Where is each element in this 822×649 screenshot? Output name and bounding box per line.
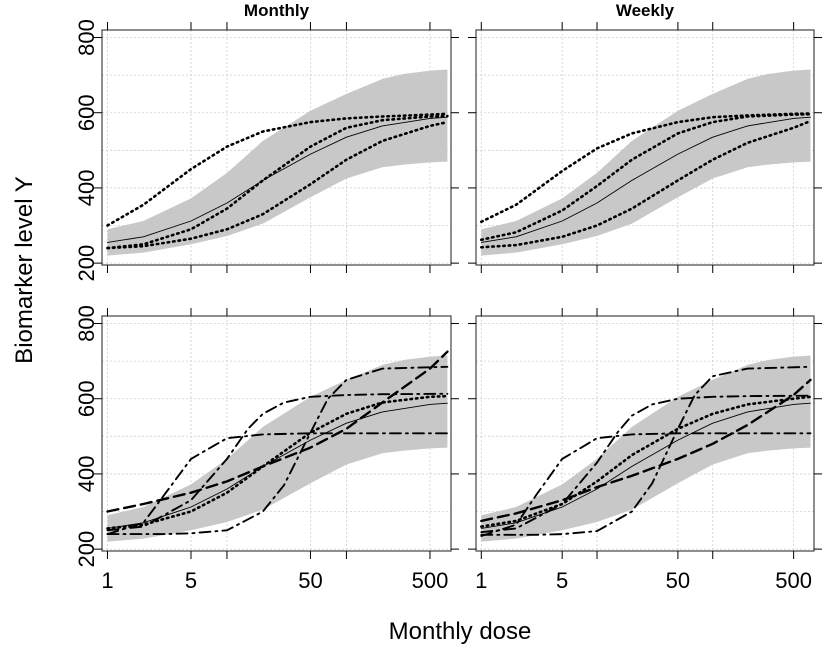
series-line-solid <box>480 402 811 529</box>
series-line-solid <box>107 402 448 529</box>
series-line-dotdash <box>106 432 449 536</box>
panel-frame <box>475 29 815 266</box>
y-tick-label: 800 <box>74 305 99 342</box>
x-tick-label: 500 <box>775 568 812 593</box>
y-tick-label: 800 <box>74 19 99 56</box>
x-axis-label: Monthly dose <box>389 618 532 645</box>
series-line-solid <box>480 116 811 243</box>
series-line-dashed <box>480 378 812 523</box>
series-line-dotted <box>106 114 449 250</box>
series-line-dotted <box>106 120 449 250</box>
series-line-solid <box>107 116 448 243</box>
panel-top-right: Weekly <box>468 1 822 273</box>
y-tick-label: 600 <box>74 94 99 131</box>
y-tick-label: 400 <box>74 170 99 207</box>
series-line-dotdash <box>480 432 812 537</box>
uncertainty-band <box>107 69 448 256</box>
y-tick-label: 200 <box>74 531 99 568</box>
y-tick-label: 600 <box>74 380 99 417</box>
series-line-dotted <box>479 395 812 528</box>
uncertainty-band <box>481 355 811 542</box>
x-tick-label: 500 <box>412 568 449 593</box>
series-line-dotted <box>479 112 812 224</box>
uncertainty-band <box>481 69 811 256</box>
series-line-dotted <box>106 112 449 227</box>
series-line-dotdash <box>106 365 449 536</box>
series-line-dotted <box>106 394 449 530</box>
y-tick-label: 400 <box>74 456 99 493</box>
panel-top-left: 200 400 600 800 Monthly <box>74 1 459 281</box>
panel-title: Monthly <box>244 1 310 20</box>
x-tick-label: 1 <box>475 568 487 593</box>
series-line-dotdash <box>480 394 812 534</box>
panel-frame <box>475 315 815 552</box>
panel-bottom-left: 1 5 50 500 200 400 600 800 <box>74 305 459 593</box>
series-line-dotted <box>479 119 812 249</box>
uncertainty-band <box>107 355 448 542</box>
series-line-dotdash <box>480 365 812 536</box>
y-axis-label: Biomarker level Y <box>11 176 38 364</box>
x-tick-label: 1 <box>101 568 113 593</box>
x-tick-label: 50 <box>298 568 322 593</box>
y-tick-label: 200 <box>74 245 99 282</box>
panel-title: Weekly <box>616 1 675 20</box>
panels: 200 400 600 800 Monthly Weekly 1 5 50 500 200 400 60… <box>74 1 822 593</box>
panel-bottom-right: 1 5 50 500 <box>468 308 822 593</box>
series-line-dashed <box>106 350 449 513</box>
series-line-dotdash <box>106 392 449 532</box>
panel-frame <box>101 29 452 266</box>
x-tick-label: 5 <box>185 568 197 593</box>
x-tick-label: 50 <box>666 568 690 593</box>
panel-frame <box>101 315 452 552</box>
x-tick-label: 5 <box>556 568 568 593</box>
